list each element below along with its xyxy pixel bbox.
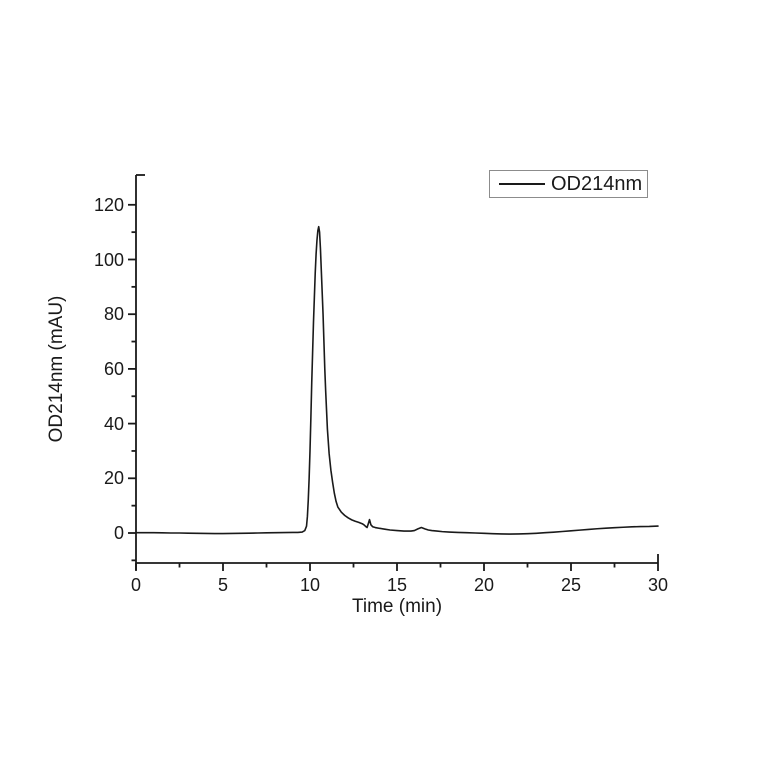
y-tick-label-100: 100	[93, 249, 124, 270]
y-tick-label-20: 20	[103, 468, 124, 489]
y-tick-label-0: 0	[113, 523, 124, 543]
legend-line-sample-icon	[499, 183, 545, 185]
x-axis-title: Time (min)	[351, 596, 443, 617]
x-tick-label-15: 15	[386, 575, 408, 595]
x-tick-label-0: 0	[130, 575, 142, 595]
y-tick-label-120: 120	[93, 194, 124, 215]
y-axis-title: OD214nm (mAU)	[46, 295, 67, 443]
series-line-od214nm	[135, 225, 659, 535]
legend-entry-label: OD214nm	[551, 173, 643, 195]
x-tick-label-20: 20	[473, 575, 495, 595]
x-tick-label-30: 30	[647, 575, 669, 595]
x-tick-label-5: 5	[217, 575, 229, 595]
y-tick-label-80: 80	[103, 304, 124, 325]
y-tick-label-60: 60	[103, 358, 124, 379]
x-tick-label-25: 25	[560, 575, 582, 595]
legend: OD214nm	[489, 170, 648, 198]
x-tick-label-10: 10	[299, 575, 321, 595]
y-tick-label-40: 40	[103, 413, 124, 434]
